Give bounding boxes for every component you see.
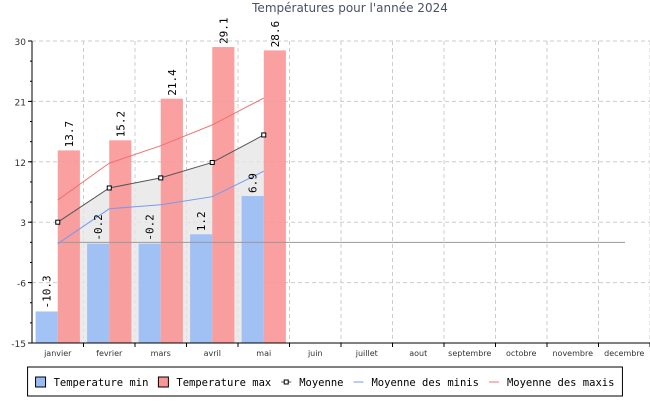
y-tick-label: -15	[11, 340, 26, 350]
legend-swatch	[157, 376, 169, 388]
x-tick-label: octobre	[506, 349, 537, 358]
y-tick-label: 3	[20, 219, 26, 229]
legend-label: Temperature min	[54, 377, 149, 389]
moyenne-point	[261, 132, 267, 138]
x-tick-label: aout	[409, 349, 427, 358]
y-tick-label: 21	[15, 98, 26, 108]
bar-max-label: 13.7	[63, 121, 76, 148]
bar-min	[138, 243, 161, 343]
legend-label: Moyenne des maxis	[507, 377, 614, 389]
bar-max	[57, 150, 80, 343]
moyenne-point	[158, 175, 164, 181]
x-tick-label: janvier	[43, 349, 72, 358]
moyenne-des-maxis-line	[57, 97, 264, 201]
legend-label: Moyenne	[299, 377, 343, 389]
y-tick-label: -6	[17, 280, 26, 290]
bar-min	[190, 234, 213, 343]
x-tick-label: juin	[307, 349, 323, 358]
bar-max-label: 29.1	[217, 18, 230, 45]
legend: Temperature min Temperature max Moyenne Moy…	[27, 366, 623, 397]
x-tick-label: decembre	[604, 349, 644, 358]
bar-min-label: -0.2	[144, 214, 157, 241]
y-tick-label: 12	[15, 159, 26, 169]
moyenne-point	[55, 219, 61, 225]
bar-max	[263, 50, 286, 343]
chart-title: Températures pour l'année 2024	[251, 1, 448, 15]
legend-box	[27, 366, 623, 397]
bar-min-label: 6.9	[247, 173, 260, 193]
bar-max-label: 15.2	[114, 111, 127, 138]
bar-max	[212, 47, 235, 343]
x-tick-label: juillet	[355, 349, 378, 358]
y-tick-label: 30	[15, 38, 27, 48]
bar-min-label: 1.2	[195, 211, 208, 231]
moyenne-point	[209, 159, 215, 165]
x-tick-label: mars	[151, 349, 171, 358]
bar-min	[35, 311, 58, 343]
moyenne-des-minis-line	[57, 170, 264, 245]
x-tick-label: avril	[204, 349, 221, 358]
bar-max-label: 21.4	[166, 69, 179, 96]
bar-min	[241, 196, 264, 343]
x-tick-label: septembre	[448, 349, 491, 358]
moyenne-point	[106, 185, 112, 191]
bar-max	[160, 98, 183, 344]
legend-label: Moyenne des minis	[371, 377, 478, 389]
bar-min	[87, 243, 110, 343]
bar-min-label: -0.2	[92, 214, 105, 240]
x-tick-label: mai	[256, 349, 271, 358]
bar-max	[109, 140, 132, 343]
legend-marker	[283, 379, 289, 385]
bar-max-label: 28.6	[269, 21, 282, 48]
bar-min-label: -10.3	[41, 275, 54, 308]
x-tick-label: fevrier	[96, 349, 123, 358]
x-tick-label: novembre	[552, 349, 593, 358]
legend-label: Temperature max	[176, 377, 271, 389]
legend-swatch	[35, 376, 47, 388]
